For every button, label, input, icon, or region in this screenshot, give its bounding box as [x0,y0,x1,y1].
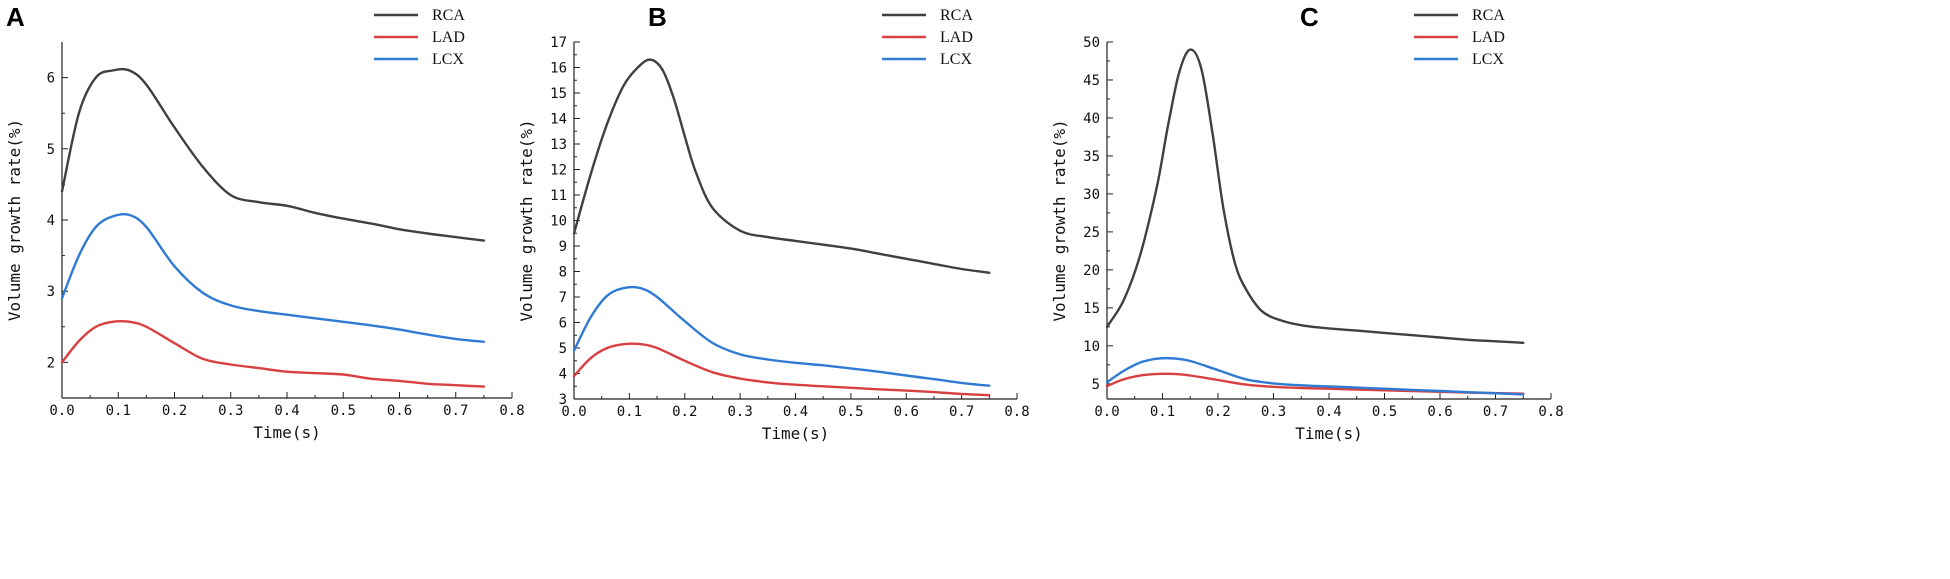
panel-b-y-tick-label: 15 [550,86,567,102]
panel-a-y-tick-label: 2 [47,355,55,371]
panel-c-x-tick-label: 0.2 [1205,404,1230,420]
panel-c-y-tick-label: 5 [1092,377,1100,393]
panel-c-series-lcx-line [1105,356,1525,396]
panel-a-series-rca-line [60,67,486,242]
panel-a-letter: A [6,2,25,32]
panel-b-legend-label-rca: RCA [940,7,973,24]
panel-b-x-tick-label: 0.2 [672,404,697,420]
panel-c-letter: C [1300,2,1319,32]
panel-b-series-lad-line [572,342,991,397]
panel-b-y-tick-label: 10 [550,214,567,230]
panel-c-y-tick-label: 45 [1083,73,1100,89]
panel-c: C 0.0 0.1 0.2 0.3 0.4 0.5 0.6 0.7 0.8 5 10 15 20 25 30… [1050,2,1564,443]
panel-c-x-tick-label: 0.5 [1372,404,1397,420]
panel-c-plot: 0.0 0.1 0.2 0.3 0.4 0.5 0.6 0.7 0.8 5 10 15 20 25 30 35… [1050,7,1564,443]
panel-c-y-tick-label: 40 [1083,111,1100,127]
panel-b-plot: 0.0 0.1 0.2 0.3 0.4 0.5 0.6 0.7 0.8 3 4 5 6 7 8 9 10 11 12… [517,7,1030,443]
panel-b-y-tick-label: 14 [550,112,567,128]
panel-c-x-axis-title: Time(s) [1295,424,1362,443]
panel-a-x-tick-label: 0.3 [218,403,243,419]
panel-c-x-tick-label: 0.3 [1261,404,1286,420]
panel-a-series-lad-line [60,320,486,388]
panel-b-x-tick-label: 0.1 [617,404,642,420]
panel-b-letter: B [648,2,667,32]
panel-c-y-tick-label: 30 [1083,187,1100,203]
panel-b-y-tick-label: 4 [559,367,567,383]
panel-a-x-tick-label: 0.5 [331,403,356,419]
panel-b-y-axis-title: Volume growth rate(%) [517,119,536,321]
panel-c-legend-label-lcx: LCX [1472,51,1504,68]
panel-a-series-lcx-line [60,212,486,343]
panel-c-series-rca-line [1105,48,1525,344]
panel-b-x-tick-label: 0.3 [727,404,752,420]
panel-b-series-lcx-line [572,285,991,387]
panel-a-y-tick-label: 4 [47,213,55,229]
panel-c-x-tick-label: 0.6 [1427,404,1452,420]
panel-a: A 0.0 0.1 0.2 0.3 0.4 0.5 0.6 0.7 0.8 2 3 4 5 6 Time(s… [5,2,525,442]
panel-a-y-tick-label: 3 [47,284,55,300]
panel-c-x-tick-label: 0.7 [1483,404,1508,420]
panel-b-x-tick-label: 0.0 [561,404,586,420]
panel-b-y-tick-label: 9 [559,239,567,255]
panel-a-x-tick-label: 0.6 [387,403,412,419]
panel-c-legend-label-rca: RCA [1472,7,1505,24]
panel-c-x-tick-label: 0.4 [1316,404,1341,420]
panel-b-x-tick-label: 0.6 [894,404,919,420]
panel-c-x-tick-label: 0.0 [1094,404,1119,420]
panel-c-y-axis-title: Volume growth rate(%) [1050,119,1069,321]
panel-b-y-tick-label: 16 [550,61,567,77]
panel-b-y-tick-label: 8 [559,265,567,281]
panel-a-x-tick-label: 0.0 [49,403,74,419]
panel-b-y-tick-label: 12 [550,163,567,179]
panel-b-x-tick-label: 0.7 [949,404,974,420]
panel-c-x-tick-label: 0.1 [1150,404,1175,420]
panel-a-x-tick-label: 0.1 [106,403,131,419]
panel-b-y-tick-label: 6 [559,316,567,332]
panel-c-y-tick-label: 25 [1083,225,1100,241]
panel-b-x-tick-label: 0.8 [1004,404,1029,420]
panel-c-y-tick-label: 10 [1083,339,1100,355]
panel-b-y-tick-label: 11 [550,188,567,204]
panel-c-x-tick-label: 0.8 [1538,404,1563,420]
panel-b-legend-label-lcx: LCX [940,51,972,68]
panel-a-y-axis-title: Volume growth rate(%) [5,119,24,321]
panel-a-y-tick-label: 6 [47,71,55,87]
panel-b-y-tick-label: 7 [559,290,567,306]
panel-a-x-tick-label: 0.2 [162,403,187,419]
panel-b-y-tick-label: 3 [559,392,567,408]
panel-b-y-tick-label: 17 [550,35,567,51]
panel-a-x-axis-title: Time(s) [253,423,320,442]
panel-b-x-tick-label: 0.4 [783,404,808,420]
panel-a-x-tick-label: 0.7 [443,403,468,419]
panel-b-legend-label-lad: LAD [940,29,973,46]
panel-b-y-tick-label: 13 [550,137,567,153]
panel-c-y-tick-label: 15 [1083,301,1100,317]
panel-a-x-tick-label: 0.8 [499,403,524,419]
panel-a-legend-label-rca: RCA [432,7,465,24]
panel-c-y-tick-label: 35 [1083,149,1100,165]
panel-b-y-tick-label: 5 [559,341,567,357]
panel-b-series-rca-line [572,58,991,274]
panel-a-legend-label-lcx: LCX [432,51,464,68]
panel-a-plot: 0.0 0.1 0.2 0.3 0.4 0.5 0.6 0.7 0.8 2 3 4 5 6 Time(s) V… [5,7,525,442]
panel-a-y-tick-label: 5 [47,142,55,158]
panel-a-legend-label-lad: LAD [432,29,465,46]
panel-c-y-tick-label: 50 [1083,35,1100,51]
panel-c-legend-label-lad: LAD [1472,29,1505,46]
panel-b: B 0.0 0.1 0.2 0.3 0.4 0.5 0.6 0.7 0.8 3 4 5 6 7 8 9 10 11… [517,2,1030,443]
panel-b-x-tick-label: 0.5 [838,404,863,420]
panel-c-y-tick-label: 20 [1083,263,1100,279]
panel-b-x-axis-title: Time(s) [762,424,829,443]
panel-a-x-tick-label: 0.4 [274,403,299,419]
